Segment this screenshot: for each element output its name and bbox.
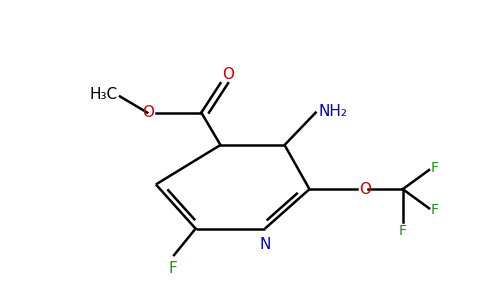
Text: O: O xyxy=(359,182,371,197)
Text: NH₂: NH₂ xyxy=(318,103,347,118)
Text: F: F xyxy=(430,161,439,175)
Text: O: O xyxy=(222,67,234,82)
Text: F: F xyxy=(168,261,177,276)
Text: N: N xyxy=(259,237,271,252)
Text: O: O xyxy=(142,105,154,120)
Text: F: F xyxy=(430,203,439,218)
Text: F: F xyxy=(399,224,407,239)
Text: H₃C: H₃C xyxy=(90,87,118,102)
